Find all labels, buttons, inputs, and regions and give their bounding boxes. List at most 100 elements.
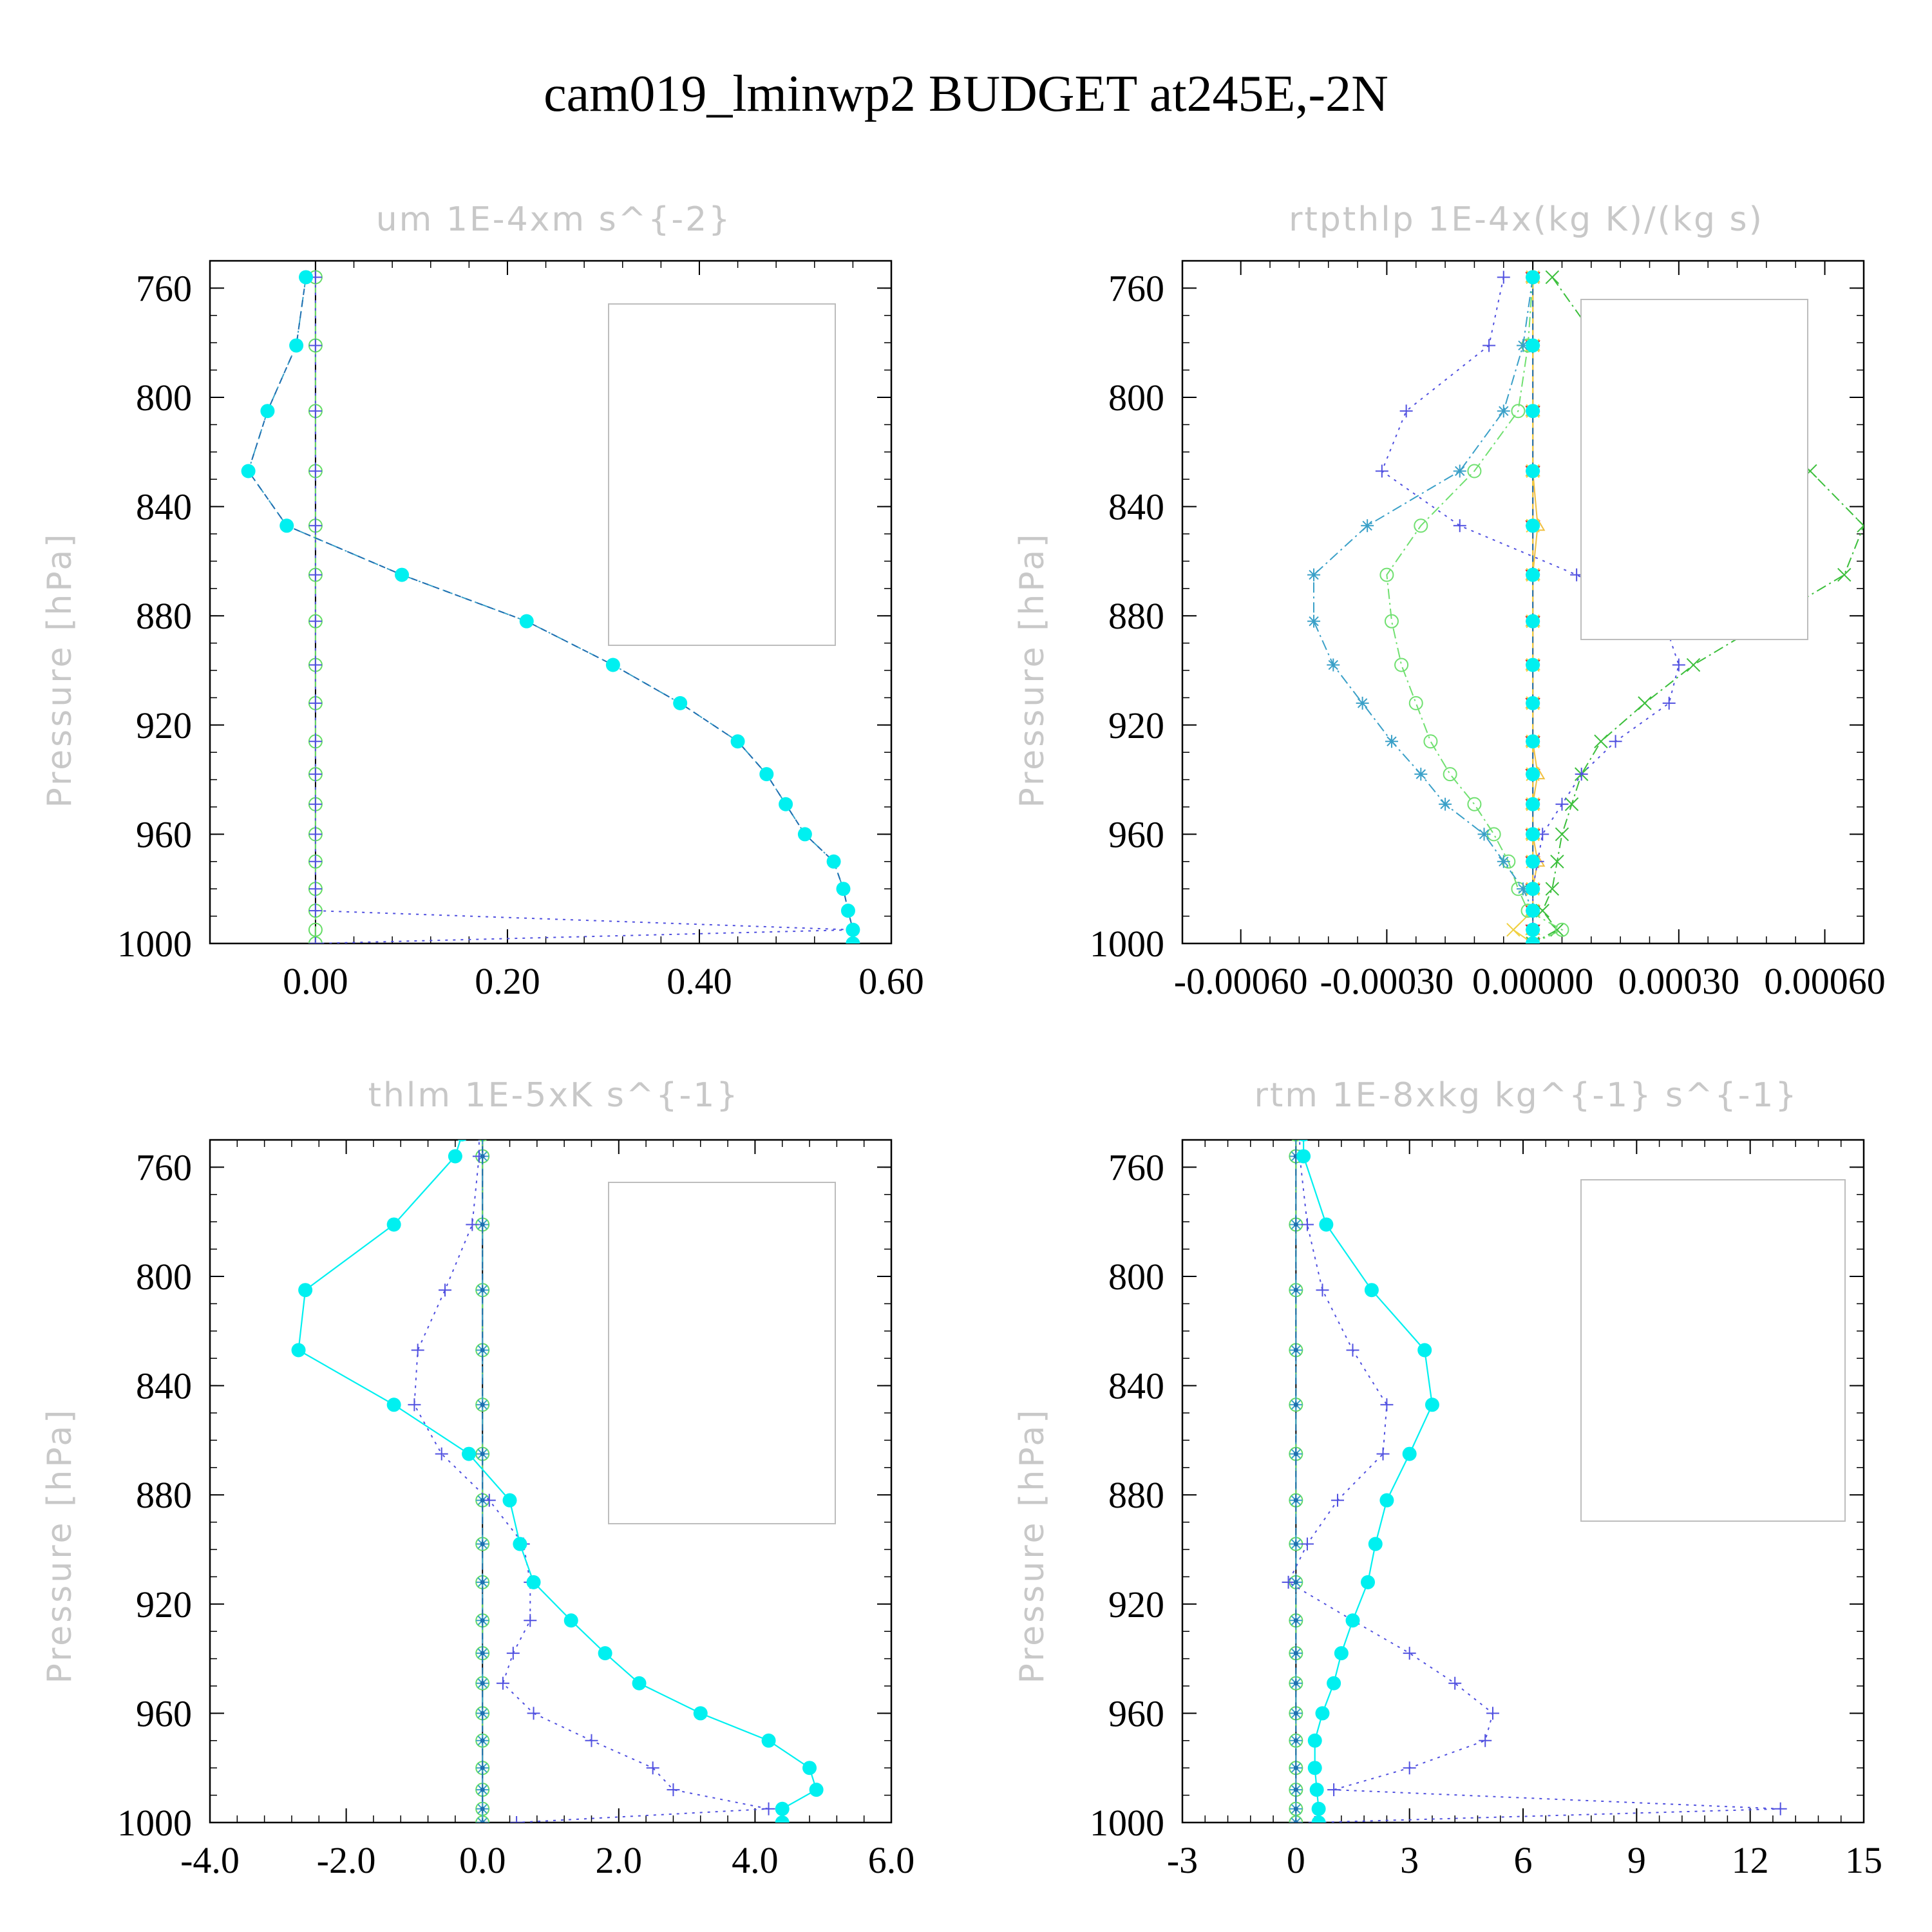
y-tick-label: 800	[136, 1256, 192, 1298]
data-point-ta	[1403, 1647, 1416, 1660]
data-point-bt	[598, 1646, 612, 1661]
data-point-ma	[480, 1787, 485, 1792]
data-point-bt	[730, 734, 745, 749]
data-point-dp1	[1837, 567, 1852, 582]
data-point-ta	[308, 404, 322, 418]
series-line-dp1	[1532, 276, 1864, 943]
data-point-bt	[1334, 1646, 1349, 1661]
data-point-tp2	[1408, 696, 1423, 710]
data-point-ta	[1774, 1802, 1787, 1815]
data-point-bt	[846, 922, 860, 937]
data-point-ma	[480, 1402, 485, 1407]
data-point-dp1	[1594, 734, 1608, 748]
data-point-ta	[308, 658, 322, 672]
x-tick-label: 0.00000	[1472, 960, 1594, 1002]
data-point-ma	[480, 1132, 485, 1137]
data-point-cl	[482, 1140, 484, 1141]
legend-box-rtpthlp	[1580, 299, 1808, 640]
y-tick-label: 960	[136, 813, 192, 855]
data-point-ta	[1453, 519, 1466, 533]
data-point-ma	[480, 1153, 485, 1159]
data-point-ta	[308, 768, 322, 781]
data-point-bt	[1526, 270, 1540, 285]
data-point-tp1	[1517, 339, 1530, 352]
data-point-bt	[513, 1537, 527, 1551]
data-point-bt	[1526, 904, 1540, 918]
data-point-dp1	[1638, 696, 1652, 710]
legend-box-rtm	[1580, 1179, 1846, 1522]
data-point-dp1	[1545, 882, 1560, 896]
data-point-tp2	[1555, 922, 1569, 937]
data-point-ta	[1282, 1575, 1295, 1589]
data-point-ma	[1293, 1287, 1298, 1293]
data-point-bt	[386, 1217, 401, 1232]
data-point-bt	[386, 1397, 401, 1412]
data-point-ta	[1403, 1761, 1416, 1775]
data-point-ta	[308, 519, 322, 533]
data-point-bt	[1526, 567, 1540, 582]
x-tick-label: 6	[1514, 1839, 1533, 1881]
panel-rtpthlp: rtpthlp 1E-4x(kg K)/(kg s) Pressure [hPa…	[1013, 200, 1886, 1002]
y-tick-label: 960	[1108, 813, 1164, 855]
x-tick-label: 9	[1627, 1839, 1646, 1881]
y-tick-label: 880	[136, 1474, 192, 1516]
data-point-ta	[1479, 1734, 1492, 1747]
y-tick-label: 920	[1108, 1584, 1164, 1625]
data-point-ta	[1482, 339, 1496, 352]
data-point-bt	[775, 1801, 790, 1816]
data-point-bt	[289, 338, 304, 353]
data-point-bt	[840, 904, 855, 918]
data-point-bt	[1309, 1783, 1324, 1797]
data-point-ta	[1662, 696, 1676, 710]
data-point-bt	[260, 404, 275, 419]
data-point-ta	[1316, 1283, 1329, 1297]
data-point-bt	[1311, 1801, 1326, 1816]
data-point-ma	[480, 1738, 485, 1743]
data-point-bt	[1526, 827, 1540, 842]
data-point-ma	[480, 1542, 485, 1547]
data-point-bt	[1425, 1397, 1439, 1412]
data-point-ta	[527, 1707, 540, 1720]
x-tick-label: 15	[1845, 1839, 1882, 1881]
data-point-bt	[1526, 518, 1540, 533]
data-point-dp2	[1506, 923, 1520, 937]
data-point-ta	[1380, 1398, 1394, 1412]
data-point-bt	[462, 1446, 477, 1461]
data-point-bt	[846, 936, 860, 943]
data-point-ta	[1376, 1447, 1390, 1461]
y-tick-label: 960	[1108, 1692, 1164, 1734]
data-point-ma	[1293, 1542, 1298, 1547]
y-tick-label: 920	[136, 705, 192, 746]
data-point-tp1	[1497, 404, 1510, 418]
data-point-ta	[1672, 658, 1685, 672]
data-point-ta	[308, 904, 322, 918]
y-tick-label: 1000	[117, 923, 192, 965]
data-point-bt	[291, 1343, 306, 1358]
data-point-bt	[809, 1783, 824, 1797]
y-tick-label: 800	[136, 377, 192, 419]
data-point-tp2	[1379, 567, 1394, 582]
plot-frame-thlm	[209, 1139, 893, 1824]
data-point-mc	[478, 1140, 488, 1142]
data-point-ta	[466, 1218, 479, 1231]
data-point-tp2	[1443, 767, 1457, 782]
data-point-bt	[1526, 696, 1540, 710]
x-tick-label: 2.0	[596, 1839, 643, 1881]
x-tick-label: -4.0	[180, 1839, 240, 1881]
y-tick-label: 1000	[1090, 923, 1164, 965]
data-point-ta	[510, 1816, 524, 1823]
data-point-bt	[797, 827, 812, 842]
data-point-bt	[632, 1676, 647, 1690]
data-point-bt	[1361, 1575, 1376, 1589]
y-tick-label: 920	[1108, 705, 1164, 746]
series-line-tp2	[1386, 277, 1564, 943]
data-point-bt	[1307, 1761, 1322, 1776]
x-tick-label: 0.0	[459, 1839, 506, 1881]
data-point-ta	[762, 1802, 775, 1815]
data-point-ma	[1293, 1651, 1298, 1656]
data-point-bt	[1307, 1733, 1322, 1748]
data-point-ma	[1293, 1452, 1298, 1457]
data-point-ta	[1327, 1783, 1341, 1797]
y-tick-label: 880	[1108, 1474, 1164, 1516]
